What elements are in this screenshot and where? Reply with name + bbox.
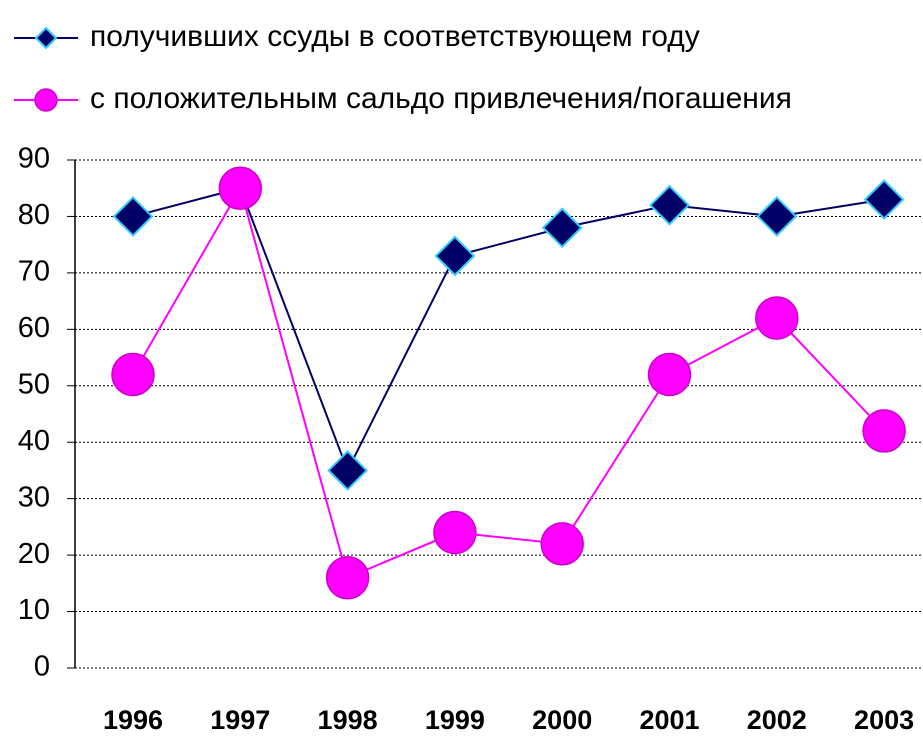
marker-circle bbox=[111, 352, 155, 397]
marker-diamond bbox=[434, 235, 476, 277]
x-tick-label: 2001 bbox=[639, 705, 699, 735]
x-tick-label: 1999 bbox=[425, 705, 485, 735]
y-tick-label: 90 bbox=[18, 143, 50, 175]
marker-circle bbox=[755, 296, 799, 340]
x-tick-label: 2000 bbox=[532, 705, 592, 735]
y-tick-label: 80 bbox=[18, 199, 50, 231]
marker-diamond bbox=[541, 207, 583, 249]
marker-circle bbox=[325, 555, 370, 600]
marker-diamond bbox=[327, 450, 369, 491]
x-tick-label: 1996 bbox=[103, 705, 163, 735]
y-tick-label: 30 bbox=[18, 481, 50, 513]
y-tick-label: 40 bbox=[18, 425, 50, 457]
x-tick-label: 2003 bbox=[854, 705, 914, 735]
x-tick-label: 1997 bbox=[210, 705, 270, 735]
marker-diamond bbox=[863, 179, 905, 220]
y-tick-label: 20 bbox=[18, 538, 50, 570]
y-tick-label: 0 bbox=[34, 651, 50, 683]
marker-circle bbox=[433, 510, 477, 555]
y-tick-label: 60 bbox=[18, 312, 50, 344]
marker-circle bbox=[34, 88, 58, 112]
marker-diamond bbox=[649, 184, 690, 226]
marker-diamond bbox=[34, 26, 58, 50]
marker-circle bbox=[862, 409, 906, 453]
x-tick-label: 1998 bbox=[318, 705, 378, 735]
marker-diamond bbox=[112, 196, 154, 237]
legend-label: получивших ссуды в соответствующем году bbox=[90, 20, 700, 53]
y-tick-label: 10 bbox=[18, 594, 50, 626]
marker-diamond bbox=[756, 196, 798, 237]
series-line bbox=[132, 185, 885, 580]
marker-circle bbox=[218, 166, 263, 210]
marker-circle bbox=[540, 522, 584, 566]
legend-label: с положительным сальдо привлечения/погаш… bbox=[90, 82, 792, 115]
y-tick-label: 50 bbox=[18, 368, 50, 400]
y-tick-label: 70 bbox=[18, 256, 50, 288]
marker-circle bbox=[647, 352, 692, 397]
x-tick-label: 2002 bbox=[747, 705, 807, 735]
